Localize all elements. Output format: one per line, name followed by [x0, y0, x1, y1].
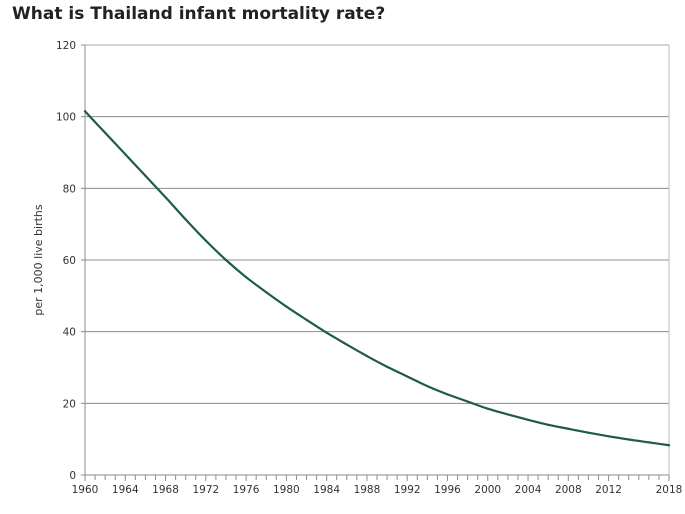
chart-title: What is Thailand infant mortality rate? — [12, 4, 386, 24]
x-tick-label: 1984 — [313, 484, 340, 496]
x-tick-label: 2000 — [474, 484, 501, 496]
data-point — [365, 354, 369, 358]
x-tick-label: 1968 — [152, 484, 179, 496]
y-tick-label: 20 — [63, 398, 76, 410]
data-point — [345, 343, 348, 346]
data-point — [667, 444, 671, 447]
data-point — [385, 365, 389, 368]
x-tick-label: 2018 — [656, 484, 683, 496]
x-tick-label: 2004 — [515, 484, 542, 496]
data-point — [406, 375, 409, 378]
x-tick-label: 2008 — [555, 484, 582, 496]
data-point — [83, 110, 87, 113]
data-point — [305, 318, 308, 321]
data-point — [104, 131, 107, 134]
series-group — [83, 110, 671, 447]
data-point — [587, 431, 590, 434]
data-point — [466, 400, 469, 403]
data-point — [526, 418, 530, 421]
data-point — [144, 174, 147, 177]
x-tick-label: 1980 — [273, 484, 300, 496]
y-tick-labels: 0 20 40 60 80 100 120 — [56, 40, 85, 482]
axes — [84, 45, 670, 481]
data-point — [547, 423, 550, 426]
data-point — [647, 441, 650, 444]
data-point — [506, 413, 509, 416]
data-point — [124, 153, 127, 156]
x-tick-label: 1964 — [112, 484, 139, 496]
y-tick-label: 40 — [63, 327, 76, 339]
y-axis-label: per 1,000 live births — [32, 204, 45, 315]
data-point — [245, 276, 248, 279]
data-point — [325, 331, 328, 334]
x-tick-labels: 1960 1964 1968 1972 1976 1980 1984 1988 1992 1996… — [72, 484, 683, 496]
x-tick-label: 1976 — [233, 484, 260, 496]
data-point — [265, 291, 268, 294]
series-line-0 — [83, 110, 671, 447]
data-point — [285, 305, 288, 308]
y-tick-label: 80 — [63, 183, 76, 195]
y-tick-label: 100 — [56, 112, 76, 124]
x-tick-label: 1992 — [394, 484, 421, 496]
data-point — [426, 385, 429, 388]
x-tick-label: 1996 — [434, 484, 461, 496]
x-tick-label: 1988 — [354, 484, 381, 496]
data-point — [486, 407, 489, 410]
data-point — [607, 435, 610, 438]
y-tick-label: 60 — [63, 255, 76, 267]
data-point — [224, 258, 228, 262]
y-tick-label: 120 — [56, 40, 76, 52]
y-tick-label: 0 — [69, 470, 76, 482]
data-point — [204, 239, 207, 242]
data-point — [184, 218, 187, 221]
x-tick-label: 2012 — [595, 484, 622, 496]
data-point — [446, 393, 449, 396]
x-tick-label: 1972 — [192, 484, 219, 496]
data-point — [567, 427, 570, 430]
data-point — [627, 438, 630, 441]
data-point — [164, 196, 167, 199]
grid-lines — [85, 44, 669, 404]
x-tick-label: 1960 — [72, 484, 99, 496]
